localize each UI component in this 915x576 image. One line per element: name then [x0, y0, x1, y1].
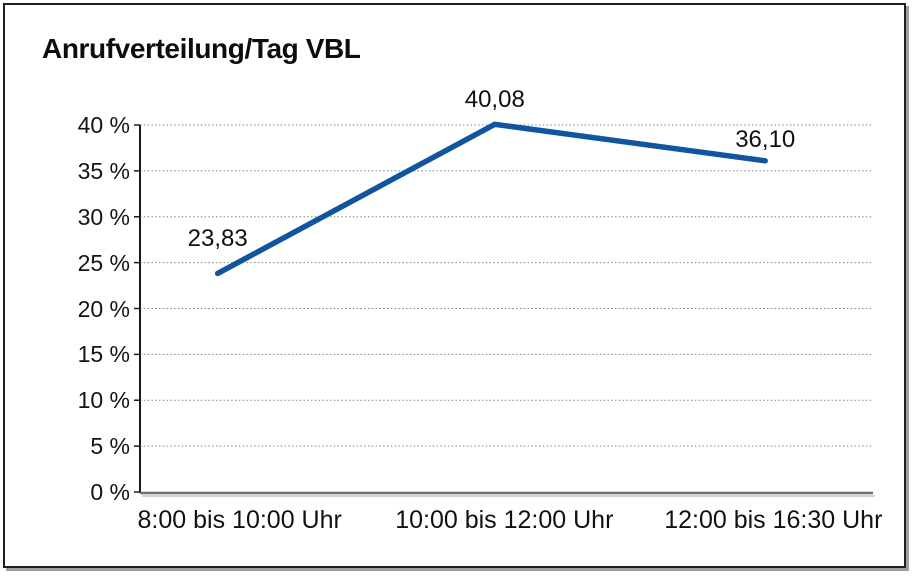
- x-category-label-2: 10:00 bis 12:00 Uhr: [395, 506, 614, 534]
- y-tick-label-0: 0 %: [90, 479, 130, 505]
- data-value-label-1: 23,83: [187, 225, 248, 253]
- data-value-label-2: 40,08: [464, 86, 525, 114]
- x-category-label-1: 8:00 bis 10:00 Uhr: [137, 506, 342, 534]
- y-tick-label-10: 10 %: [77, 387, 130, 414]
- chart-title: Anrufverteilung/Tag VBL: [42, 33, 361, 64]
- y-tick-label-35: 35 %: [77, 157, 130, 184]
- data-value-label-3: 36,10: [735, 125, 796, 153]
- y-tick-label-20: 20 %: [77, 295, 130, 322]
- x-category-label-3: 12:00 bis 16:30 Uhr: [664, 506, 883, 534]
- y-tick-label-15: 15 %: [77, 341, 130, 368]
- y-tick-label-30: 30 %: [77, 203, 130, 230]
- y-tick-label-25: 25 %: [77, 249, 130, 276]
- data-series-line: [214, 121, 768, 277]
- y-tick-label-5: 5 %: [90, 433, 130, 460]
- y-tick-label-40: 40 %: [77, 112, 130, 138]
